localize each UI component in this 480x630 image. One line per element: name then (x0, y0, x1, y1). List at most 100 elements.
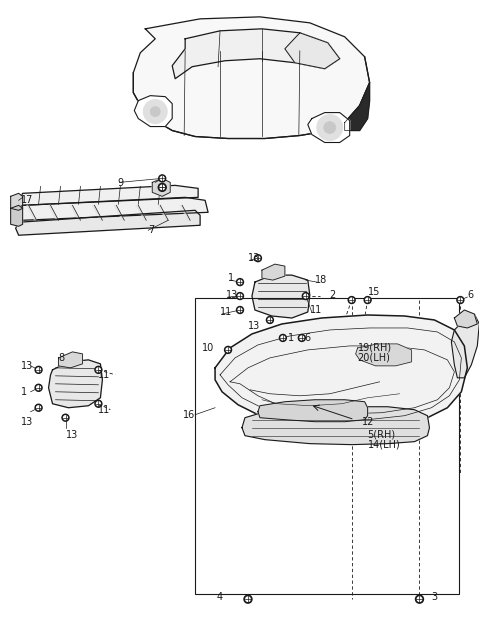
Text: 16: 16 (183, 410, 195, 420)
Circle shape (63, 416, 67, 420)
Bar (195, 298, 459, 594)
Text: 4: 4 (216, 592, 222, 602)
Text: 15: 15 (368, 287, 380, 297)
Polygon shape (11, 193, 23, 210)
Circle shape (457, 297, 464, 304)
Circle shape (299, 335, 305, 341)
Polygon shape (356, 344, 411, 366)
Text: 11: 11 (220, 307, 232, 317)
Polygon shape (285, 33, 340, 69)
Circle shape (95, 367, 102, 374)
Circle shape (417, 597, 421, 602)
Circle shape (364, 297, 371, 304)
Text: 2: 2 (330, 290, 336, 300)
Circle shape (244, 595, 252, 603)
Circle shape (225, 346, 231, 353)
Text: 6: 6 (468, 290, 473, 300)
Polygon shape (26, 205, 36, 220)
Text: 5(RH): 5(RH) (368, 430, 396, 440)
Text: 11: 11 (98, 370, 111, 380)
Circle shape (95, 400, 102, 407)
Circle shape (254, 255, 262, 261)
Text: 9: 9 (117, 178, 123, 188)
Circle shape (226, 348, 230, 352)
Text: 3: 3 (432, 592, 438, 602)
Text: 20(LH): 20(LH) (358, 353, 391, 363)
Text: 8: 8 (59, 353, 65, 363)
Circle shape (416, 595, 423, 603)
Circle shape (300, 336, 304, 340)
Text: 14(LH): 14(LH) (368, 440, 400, 450)
Circle shape (35, 384, 42, 391)
Circle shape (266, 316, 274, 323)
Polygon shape (345, 83, 370, 130)
Text: 12: 12 (361, 416, 374, 427)
Polygon shape (455, 310, 477, 328)
Circle shape (302, 292, 309, 299)
Polygon shape (11, 205, 23, 226)
Polygon shape (136, 205, 146, 220)
Polygon shape (48, 205, 59, 220)
Text: 13: 13 (248, 253, 260, 263)
Polygon shape (93, 205, 102, 220)
Circle shape (324, 122, 336, 134)
Circle shape (458, 298, 462, 302)
Text: 13: 13 (21, 416, 33, 427)
Polygon shape (158, 205, 168, 220)
Circle shape (317, 115, 343, 140)
Circle shape (36, 406, 40, 410)
Polygon shape (19, 185, 198, 209)
Text: 13: 13 (65, 430, 78, 440)
Circle shape (144, 100, 167, 123)
Polygon shape (152, 178, 170, 197)
Text: 19(RH): 19(RH) (358, 343, 392, 353)
Circle shape (238, 294, 242, 298)
Text: 13: 13 (21, 361, 33, 371)
Circle shape (150, 106, 160, 117)
Circle shape (159, 175, 166, 182)
Circle shape (348, 297, 355, 304)
Circle shape (366, 298, 370, 302)
Circle shape (256, 256, 260, 260)
Text: 18: 18 (315, 275, 327, 285)
Circle shape (246, 597, 250, 602)
Polygon shape (16, 210, 200, 235)
Circle shape (238, 280, 242, 284)
Text: 11: 11 (310, 305, 322, 315)
Polygon shape (180, 205, 190, 220)
Polygon shape (258, 400, 368, 421)
Circle shape (36, 386, 40, 390)
Text: 7: 7 (148, 226, 155, 235)
Polygon shape (71, 205, 81, 220)
Circle shape (160, 185, 165, 190)
Circle shape (237, 292, 243, 299)
Polygon shape (48, 360, 102, 408)
Circle shape (238, 308, 242, 312)
Circle shape (350, 298, 354, 302)
Circle shape (237, 278, 243, 285)
Polygon shape (262, 264, 285, 280)
Text: 1: 1 (21, 387, 27, 397)
Circle shape (160, 176, 164, 180)
Text: 17: 17 (21, 195, 33, 205)
Circle shape (304, 294, 308, 298)
Circle shape (158, 183, 166, 192)
Text: 10: 10 (202, 343, 215, 353)
Polygon shape (242, 407, 430, 445)
Polygon shape (133, 17, 370, 139)
Circle shape (35, 404, 42, 411)
Circle shape (281, 336, 285, 340)
Circle shape (96, 402, 100, 406)
Polygon shape (19, 197, 208, 222)
Circle shape (36, 368, 40, 372)
Polygon shape (114, 205, 124, 220)
Text: 13: 13 (226, 290, 238, 300)
Text: 1: 1 (288, 333, 294, 343)
Text: 13: 13 (248, 321, 260, 331)
Circle shape (237, 307, 243, 314)
Polygon shape (172, 29, 340, 79)
Circle shape (279, 335, 287, 341)
Text: 11: 11 (98, 404, 111, 415)
Polygon shape (215, 315, 468, 428)
Text: 1: 1 (228, 273, 234, 283)
